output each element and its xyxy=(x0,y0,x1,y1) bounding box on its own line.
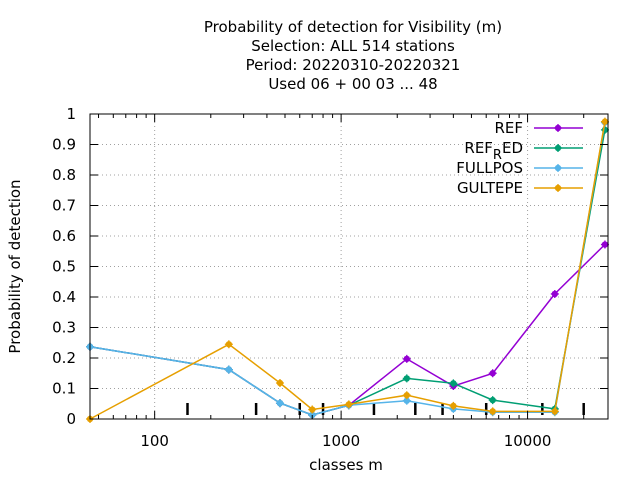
legend-item: REFRED xyxy=(464,139,583,163)
legend-swatch-cross xyxy=(554,124,562,132)
y-tick-label: 0.1 xyxy=(52,380,76,398)
legend-label: REFRED xyxy=(464,139,523,163)
x-axis-label: classes m xyxy=(309,456,383,474)
x-tick-label: 1000 xyxy=(322,432,360,450)
data-point-cross xyxy=(488,396,497,405)
series-ref-red xyxy=(86,125,609,420)
chart-title: Probability of detection for Visibility … xyxy=(204,18,502,93)
data-point-cross xyxy=(488,369,497,378)
series-line xyxy=(89,129,606,416)
y-tick-label: 0.9 xyxy=(52,136,76,154)
y-tick-label: 0.8 xyxy=(52,166,76,184)
series-gultepe xyxy=(86,117,609,423)
y-tick-label: 0.6 xyxy=(52,227,76,245)
data-point-cross xyxy=(344,400,353,409)
data-point-cross xyxy=(224,365,233,374)
x-tick-label: 10000 xyxy=(504,432,552,450)
data-point-cross xyxy=(308,405,317,414)
grid xyxy=(90,114,608,419)
y-tick-label: 1 xyxy=(66,105,76,123)
data-point-cross xyxy=(275,379,284,388)
y-tick-label: 0.7 xyxy=(52,197,76,215)
ticks: 0 0.1 0.2 0.3 0.4 0.5 0.6 0.7 0.8 0.9 1 100 1000 1000… xyxy=(52,105,608,450)
legend-swatch-cross xyxy=(554,164,562,172)
data-point-cross xyxy=(402,391,411,400)
data-point-cross xyxy=(402,354,411,363)
data-point-cross xyxy=(449,401,458,410)
title-line: Used 06 + 00 03 ... 48 xyxy=(268,75,437,93)
series-ref xyxy=(86,240,609,420)
data-point-cross xyxy=(402,374,411,383)
data-point-cross xyxy=(550,407,559,416)
data-point-cross xyxy=(488,407,497,416)
title-line: Selection: ALL 514 stations xyxy=(251,37,455,55)
data-point-cross xyxy=(550,289,559,298)
y-axis-label: Probability of detection xyxy=(6,179,24,353)
series-line xyxy=(89,121,606,420)
title-line: Period: 20220310-20220321 xyxy=(246,56,461,74)
legend-item: FULLPOS xyxy=(456,159,583,177)
legend-label: FULLPOS xyxy=(456,159,523,177)
legend-label: REF xyxy=(494,119,523,137)
series-fullpos xyxy=(86,118,609,420)
legend-item: REF xyxy=(494,119,583,137)
legend-item: GULTEPE xyxy=(457,179,583,197)
y-tick-label: 0.2 xyxy=(52,349,76,367)
legend-swatch-cross xyxy=(554,184,562,192)
data-point-cross xyxy=(224,340,233,349)
title-line: Probability of detection for Visibility … xyxy=(204,18,502,36)
y-tick-label: 0.3 xyxy=(52,319,76,337)
legend-label: GULTEPE xyxy=(457,179,523,197)
y-tick-label: 0 xyxy=(66,410,76,428)
x-tick-label: 100 xyxy=(140,432,169,450)
data-point-cross xyxy=(449,379,458,388)
series-lines xyxy=(86,117,609,423)
data-point-cross xyxy=(275,399,284,408)
y-tick-label: 0.4 xyxy=(52,288,76,306)
legend-swatch-cross xyxy=(554,144,562,152)
y-tick-label: 0.5 xyxy=(52,258,76,276)
series-line xyxy=(89,122,606,416)
